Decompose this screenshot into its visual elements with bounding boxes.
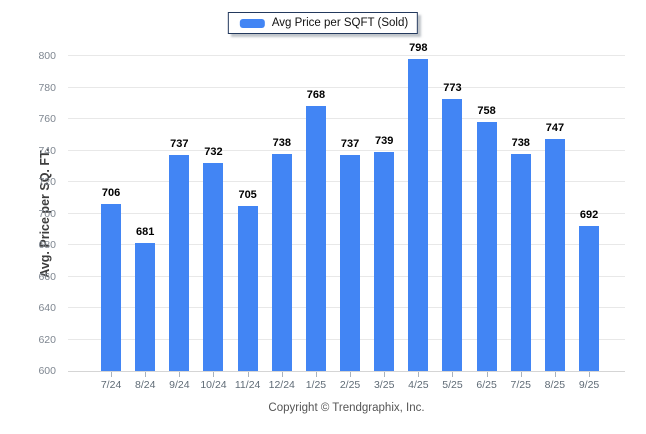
bar-value-label: 758: [477, 105, 496, 118]
bar-value-label: 681: [136, 226, 155, 239]
bar[interactable]: [579, 226, 600, 371]
x-axis-tick: [384, 372, 386, 377]
gridline: [68, 118, 625, 119]
bar-value-label: 692: [579, 209, 599, 222]
y-tick-label: 620: [38, 333, 56, 346]
bar-slot: 738 12/24: [265, 56, 299, 391]
x-tick-label: 7/24: [100, 379, 122, 391]
x-tick-label: 5/25: [442, 379, 463, 391]
gridline: [68, 149, 625, 151]
x-axis-tick: [520, 372, 522, 377]
bar-slot: 739 3/25: [367, 56, 401, 391]
x-axis-tick: [247, 372, 249, 377]
copyright-text: Copyright © Trendgraphix, Inc.: [268, 402, 425, 414]
bar-value-label: 706: [101, 187, 121, 200]
y-tick-label: 760: [38, 113, 56, 125]
x-axis-tick: [281, 372, 283, 377]
y-tick-label: 720: [38, 176, 56, 188]
bar[interactable]: [510, 153, 531, 371]
x-axis-tick: [111, 372, 113, 377]
x-tick-label: 2/25: [339, 379, 361, 391]
bar[interactable]: [340, 155, 361, 371]
legend[interactable]: Avg Price per SQFT (Sold): [227, 12, 419, 34]
bar-slot: 706 7/24: [94, 56, 128, 391]
y-tick-label: 700: [38, 207, 56, 220]
x-tick-label: 6/25: [476, 379, 497, 391]
x-axis-tick: [145, 372, 147, 377]
bar[interactable]: [442, 98, 463, 371]
x-axis-tick: [213, 372, 215, 377]
bar-value-label: 738: [511, 136, 530, 149]
gridline: [68, 55, 625, 56]
bar-slot: 798 4/25: [401, 42, 435, 391]
bar[interactable]: [169, 155, 190, 371]
x-tick-label: 11/24: [234, 379, 261, 391]
gridline: [68, 86, 625, 88]
x-axis-tick: [179, 372, 181, 377]
bar[interactable]: [203, 163, 224, 371]
y-tick-label: 660: [38, 270, 56, 283]
bar[interactable]: [101, 204, 122, 371]
x-axis-tick: [554, 372, 556, 377]
bar-value-label: 768: [306, 89, 326, 102]
x-axis-tick: [452, 372, 454, 377]
bar-value-label: 732: [204, 146, 223, 159]
bar[interactable]: [271, 153, 292, 371]
x-tick-label: 1/25: [305, 379, 327, 391]
x-tick-label: 12/24: [268, 379, 295, 391]
x-tick-label: 8/24: [134, 379, 156, 391]
plot-area: 706 7/24 681 8/24 737 9/24 732 10/24 705 11/24 738…: [68, 42, 625, 391]
bar-value-label: 705: [238, 188, 257, 201]
y-tick-label: 800: [38, 50, 56, 62]
legend-swatch-icon: [239, 18, 265, 28]
bar-slot: 738 7/25: [504, 56, 538, 391]
x-axis-tick: [418, 372, 420, 377]
x-tick-label: 4/25: [408, 379, 429, 391]
bar[interactable]: [237, 205, 258, 371]
bar-slot: 768 1/25: [299, 56, 333, 391]
bar-slot: 732 10/24: [196, 56, 230, 391]
x-axis-tick: [589, 372, 591, 377]
bar-value-label: 737: [340, 138, 360, 151]
bar-slot: 758 6/25: [470, 56, 504, 391]
x-tick-label: 8/25: [544, 379, 566, 391]
x-axis-tick: [315, 372, 317, 377]
bar-slot: 705 11/24: [231, 56, 265, 391]
bar-value-label: 738: [272, 136, 291, 149]
x-tick-label: 7/25: [510, 379, 531, 391]
y-tick-label: 600: [38, 365, 56, 377]
bars: 706 7/24 681 8/24 737 9/24 732 10/24 705 11/24 738…: [94, 42, 606, 391]
y-axis-ticks: 600 620 640 660 680 700 720 740 760 780 800: [0, 50, 62, 377]
bar-slot: 681 8/24: [128, 56, 162, 391]
bar-slot: 737 2/25: [333, 56, 367, 391]
bar[interactable]: [408, 59, 429, 371]
x-tick-label: 10/24: [200, 379, 227, 391]
bar-value-label: 773: [443, 81, 462, 94]
bar[interactable]: [476, 122, 497, 371]
x-tick-label: 9/25: [578, 379, 600, 391]
bar[interactable]: [135, 243, 156, 371]
x-tick-label: 3/25: [373, 379, 395, 391]
bar-slot: 747 8/25: [538, 56, 572, 391]
bar-slot: 692 9/25: [572, 56, 606, 391]
x-axis-tick: [350, 372, 352, 377]
bar-value-label: 747: [545, 122, 565, 135]
y-tick-label: 640: [38, 302, 56, 314]
y-tick-label: 680: [38, 239, 56, 251]
bar[interactable]: [305, 106, 326, 371]
bar-value-label: 739: [375, 135, 394, 148]
legend-label: Avg Price per SQFT (Sold): [271, 17, 409, 29]
bar-value-label: 737: [170, 138, 189, 151]
bar-slot: 737 9/24: [162, 56, 196, 391]
x-axis-tick: [486, 372, 488, 377]
x-tick-label: 9/24: [169, 379, 190, 391]
bar[interactable]: [374, 152, 395, 371]
bar-slot: 773 5/25: [435, 56, 469, 391]
bar[interactable]: [544, 139, 565, 371]
y-tick-label: 740: [38, 144, 56, 157]
y-tick-label: 780: [38, 81, 56, 94]
bar-value-label: 798: [409, 42, 428, 55]
